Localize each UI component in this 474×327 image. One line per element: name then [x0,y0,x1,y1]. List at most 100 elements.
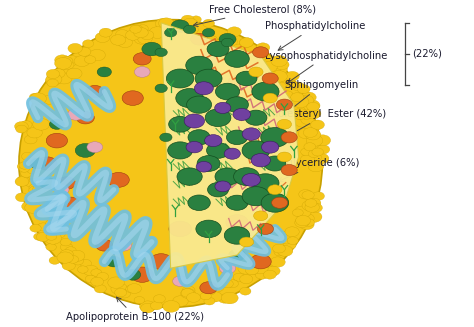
Circle shape [298,128,313,139]
Circle shape [219,33,236,45]
Circle shape [292,109,308,119]
Circle shape [262,141,279,153]
Circle shape [304,123,319,133]
Circle shape [182,32,195,41]
Circle shape [309,203,322,213]
Circle shape [221,36,237,48]
Circle shape [203,286,216,295]
Circle shape [306,135,323,146]
Circle shape [256,43,270,52]
Circle shape [89,49,105,61]
Circle shape [96,239,113,251]
Circle shape [304,143,316,151]
Circle shape [262,73,278,84]
Circle shape [188,195,210,211]
Circle shape [118,289,130,298]
Circle shape [239,237,254,247]
Circle shape [301,92,316,103]
Circle shape [140,30,154,40]
Circle shape [118,37,133,47]
Circle shape [163,301,180,312]
Circle shape [262,61,277,72]
Circle shape [63,197,79,208]
Circle shape [187,293,201,302]
Circle shape [307,198,321,208]
Circle shape [208,281,224,292]
Circle shape [294,116,311,127]
Circle shape [219,38,230,45]
Circle shape [184,114,204,128]
Circle shape [308,161,324,172]
Circle shape [305,212,319,222]
Text: Triglyceride (6%): Triglyceride (6%) [275,159,359,181]
Circle shape [200,282,217,294]
Circle shape [91,269,102,276]
Circle shape [215,168,240,185]
Circle shape [295,218,309,228]
Circle shape [264,156,286,171]
Circle shape [82,40,94,47]
Circle shape [312,192,325,200]
Circle shape [150,301,163,310]
Circle shape [303,128,318,137]
Circle shape [155,48,167,57]
Circle shape [29,184,40,192]
Circle shape [17,176,30,184]
Circle shape [46,76,60,86]
Circle shape [33,185,45,194]
Circle shape [46,69,60,78]
Circle shape [73,257,83,265]
Circle shape [265,66,282,78]
Circle shape [66,68,82,79]
Circle shape [236,71,257,86]
Circle shape [195,69,222,88]
Circle shape [253,263,268,274]
Circle shape [56,73,72,84]
Circle shape [46,233,57,240]
Circle shape [50,89,61,97]
Circle shape [242,128,260,140]
Circle shape [283,241,296,250]
Circle shape [191,16,201,23]
Circle shape [181,288,195,299]
Circle shape [245,266,259,275]
Circle shape [240,275,253,284]
Circle shape [208,182,228,197]
Circle shape [302,201,317,211]
Circle shape [292,209,303,216]
Circle shape [225,50,249,67]
Circle shape [277,119,292,129]
Circle shape [274,82,286,90]
Circle shape [297,85,310,94]
Circle shape [241,52,252,60]
Circle shape [196,220,221,238]
Circle shape [301,148,311,156]
Circle shape [276,231,289,240]
Circle shape [78,47,91,56]
Circle shape [20,121,32,129]
Circle shape [308,150,319,158]
Circle shape [133,53,151,65]
Circle shape [202,28,215,37]
Circle shape [155,18,171,29]
Circle shape [305,211,322,222]
Circle shape [141,303,155,313]
Circle shape [130,25,141,33]
Circle shape [39,178,55,189]
Circle shape [315,135,330,146]
Circle shape [207,42,229,57]
Circle shape [270,71,287,82]
Circle shape [33,118,50,130]
Circle shape [168,142,192,159]
Circle shape [155,84,167,93]
Circle shape [169,221,191,237]
Circle shape [26,168,40,179]
Circle shape [250,51,261,59]
Circle shape [207,143,229,158]
Circle shape [224,148,240,159]
Circle shape [300,219,314,230]
Circle shape [300,110,313,119]
Circle shape [221,38,234,47]
Text: Lysophosphatidylcholine: Lysophosphatidylcholine [265,51,388,83]
Circle shape [34,233,44,240]
